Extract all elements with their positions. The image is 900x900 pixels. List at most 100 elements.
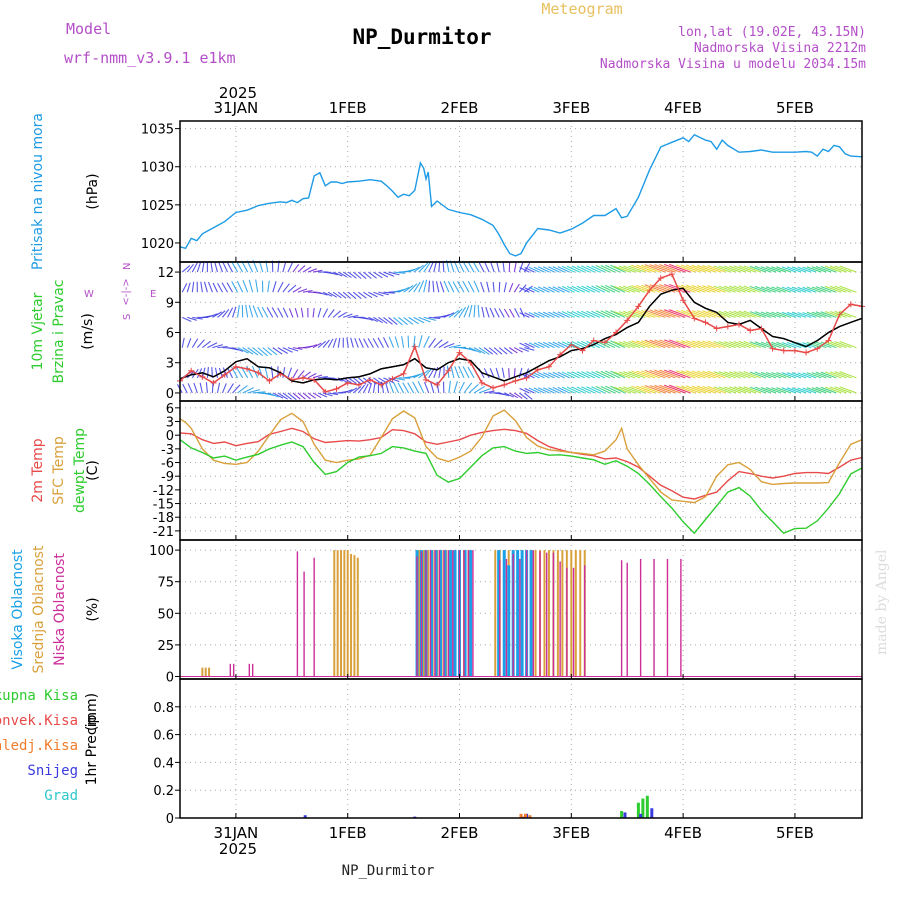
wind-arrow <box>618 386 636 394</box>
wind-arrow <box>287 347 299 352</box>
y-tick-label: 0.6 <box>153 729 174 744</box>
wind-arrow <box>187 316 197 321</box>
wind-arrow <box>729 285 746 293</box>
wind-arrow <box>207 313 218 318</box>
series-temp2m <box>179 427 863 500</box>
wind-arrow <box>718 386 736 394</box>
wind-arrow <box>685 284 706 293</box>
wind-arrow <box>591 371 606 379</box>
cloud-bar-mid <box>336 550 339 677</box>
wind-arrow <box>754 386 772 394</box>
wind-arrow <box>372 338 379 348</box>
cloud-bar-low <box>463 550 465 677</box>
wind-arrow <box>754 341 772 349</box>
wind-arrow <box>557 371 570 379</box>
wind-arrow <box>613 371 631 379</box>
cloud-bar-mid <box>346 550 349 677</box>
wind-arrow <box>605 340 621 349</box>
precip-bar-snow <box>639 813 643 818</box>
wind-arrow <box>781 387 797 394</box>
wind-arrow <box>373 316 383 324</box>
wind-arrow <box>738 285 756 293</box>
wind-arrow <box>654 284 676 293</box>
precip-bar-total <box>620 811 624 818</box>
wind-arrow <box>791 286 807 293</box>
wind-arrow <box>222 261 229 273</box>
wind-arrow <box>729 265 746 273</box>
wind-arrow <box>557 266 570 273</box>
y-tick-label: -3 <box>161 443 174 458</box>
wind-arrow <box>654 309 676 318</box>
wind-arrow <box>659 384 681 394</box>
wind-arrow <box>802 311 817 318</box>
wind-arrow <box>591 285 606 293</box>
cloud-bar-low <box>572 567 575 677</box>
cloud-bar-mid <box>333 550 336 677</box>
wind-arrow <box>328 392 339 396</box>
wind-arrow <box>781 341 797 349</box>
wind-arrow <box>524 342 535 349</box>
wind-arrow <box>749 265 767 273</box>
wind-arrow <box>397 382 405 394</box>
wind-arrow <box>595 385 611 394</box>
y-tick-label: -15 <box>153 498 174 513</box>
wind-arrow <box>408 316 419 325</box>
wind-arrow <box>528 372 540 379</box>
series-wind_gust-top <box>179 273 863 393</box>
wind-arrow <box>760 341 777 349</box>
wind-arrow <box>771 311 787 318</box>
wind-arrow <box>654 384 676 394</box>
wind-arrow <box>473 304 476 318</box>
wind-arrow <box>235 366 244 379</box>
cloud-bar-low <box>512 553 514 677</box>
wind-arrow <box>718 340 736 349</box>
wind-arrow <box>595 265 611 273</box>
wind-arrow <box>348 315 359 318</box>
cloud-bar-mid <box>418 550 421 677</box>
wind-arrow <box>347 271 357 279</box>
unit-precip: (mm) <box>84 693 100 731</box>
wind-arrow <box>450 365 455 378</box>
wind-arrow <box>591 340 606 349</box>
wind-arrow <box>680 284 701 293</box>
cloud-bar-mid <box>561 550 564 677</box>
wind-arrow <box>733 265 751 273</box>
wind-arrow <box>781 311 797 318</box>
wind-arrow <box>458 365 465 379</box>
wind-arrow <box>343 313 353 318</box>
wind-arrow <box>312 308 315 318</box>
wind-arrow <box>623 340 641 349</box>
wind-arrow <box>232 306 237 318</box>
wind-arrow <box>675 370 696 379</box>
wind-arrow <box>566 285 580 293</box>
wind-arrow <box>571 386 585 394</box>
wind-arrow <box>186 263 194 273</box>
wind-arrow <box>542 286 555 293</box>
wind-arrow <box>430 381 435 394</box>
wind-arrow <box>373 291 384 297</box>
wind-arrow <box>513 262 517 273</box>
wind-arrow <box>802 372 817 379</box>
wind-arrow <box>468 304 473 318</box>
wind-arrow <box>227 383 234 394</box>
wind-arrow <box>552 286 565 293</box>
wind-arrow <box>707 285 726 293</box>
wind-arrow <box>448 344 461 349</box>
wind-arrow <box>641 309 661 318</box>
wind-arrow <box>631 264 651 273</box>
wind-arrow <box>423 381 430 394</box>
wind-arrow <box>221 282 228 293</box>
wind-arrow <box>423 316 437 321</box>
wind-arrow <box>696 284 716 293</box>
wind-arrow <box>373 377 383 385</box>
wind-arrow <box>490 262 495 273</box>
wind-arrow <box>418 280 425 293</box>
wind-arrow <box>839 371 857 379</box>
wind-arrow <box>207 281 213 293</box>
wind-arrow <box>398 316 408 326</box>
wind-arrow <box>297 288 308 293</box>
wind-arrow <box>524 287 535 293</box>
y-tick-label: 25 <box>157 639 174 654</box>
wind-arrow <box>576 285 590 293</box>
cloud-bar-mid <box>422 550 425 677</box>
